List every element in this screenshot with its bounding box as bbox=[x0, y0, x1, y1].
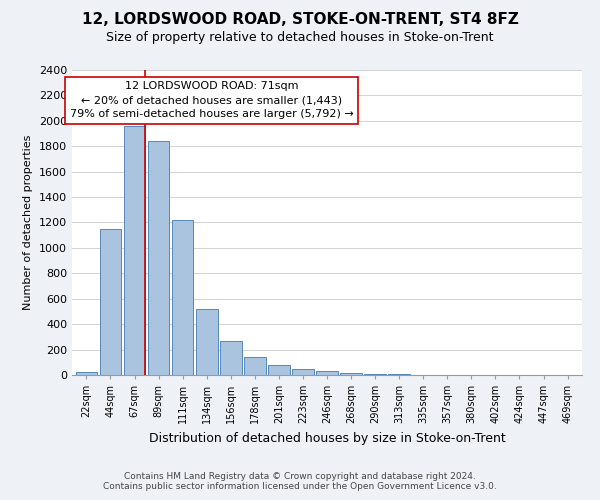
Bar bbox=[364, 374, 386, 375]
X-axis label: Distribution of detached houses by size in Stoke-on-Trent: Distribution of detached houses by size … bbox=[149, 432, 505, 444]
Bar bbox=[220, 342, 242, 375]
Bar bbox=[124, 126, 145, 375]
Text: Size of property relative to detached houses in Stoke-on-Trent: Size of property relative to detached ho… bbox=[106, 31, 494, 44]
Bar bbox=[292, 368, 314, 375]
Text: Contains public sector information licensed under the Open Government Licence v3: Contains public sector information licen… bbox=[103, 482, 497, 491]
Bar bbox=[244, 356, 266, 375]
Bar bbox=[340, 373, 362, 375]
Bar bbox=[388, 374, 410, 375]
Bar bbox=[76, 372, 97, 375]
Y-axis label: Number of detached properties: Number of detached properties bbox=[23, 135, 34, 310]
Text: Contains HM Land Registry data © Crown copyright and database right 2024.: Contains HM Land Registry data © Crown c… bbox=[124, 472, 476, 481]
Text: 12 LORDSWOOD ROAD: 71sqm
← 20% of detached houses are smaller (1,443)
79% of sem: 12 LORDSWOOD ROAD: 71sqm ← 20% of detach… bbox=[70, 82, 353, 120]
Bar bbox=[196, 309, 218, 375]
Text: 12, LORDSWOOD ROAD, STOKE-ON-TRENT, ST4 8FZ: 12, LORDSWOOD ROAD, STOKE-ON-TRENT, ST4 … bbox=[82, 12, 518, 28]
Bar bbox=[172, 220, 193, 375]
Bar bbox=[148, 141, 169, 375]
Bar bbox=[100, 229, 121, 375]
Bar bbox=[316, 370, 338, 375]
Bar bbox=[268, 366, 290, 375]
